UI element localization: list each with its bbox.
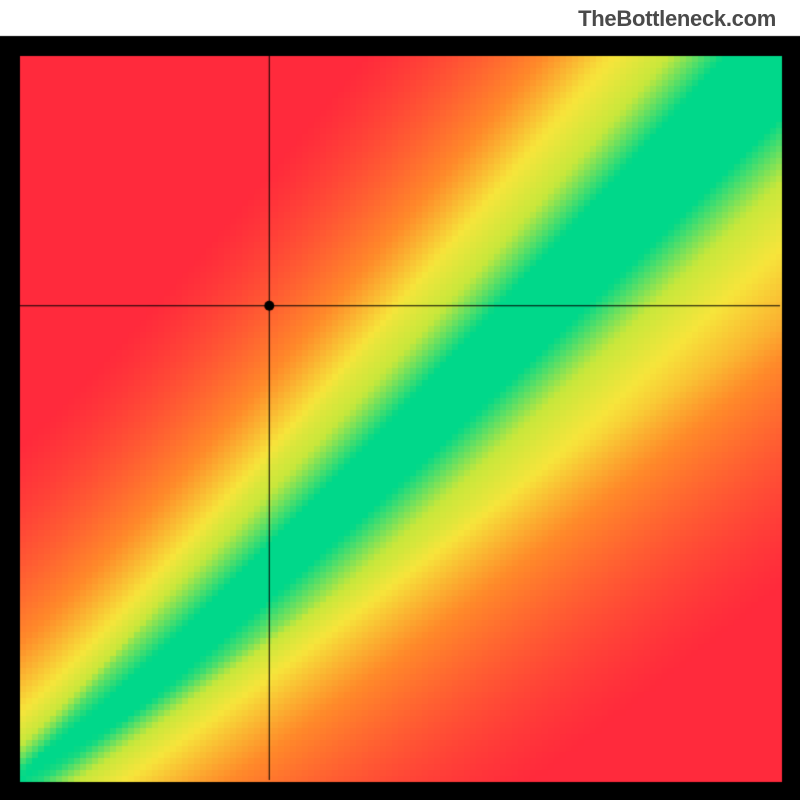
bottleneck-heatmap (0, 0, 800, 800)
chart-container: TheBottleneck.com (0, 0, 800, 800)
watermark-text: TheBottleneck.com (578, 6, 776, 32)
